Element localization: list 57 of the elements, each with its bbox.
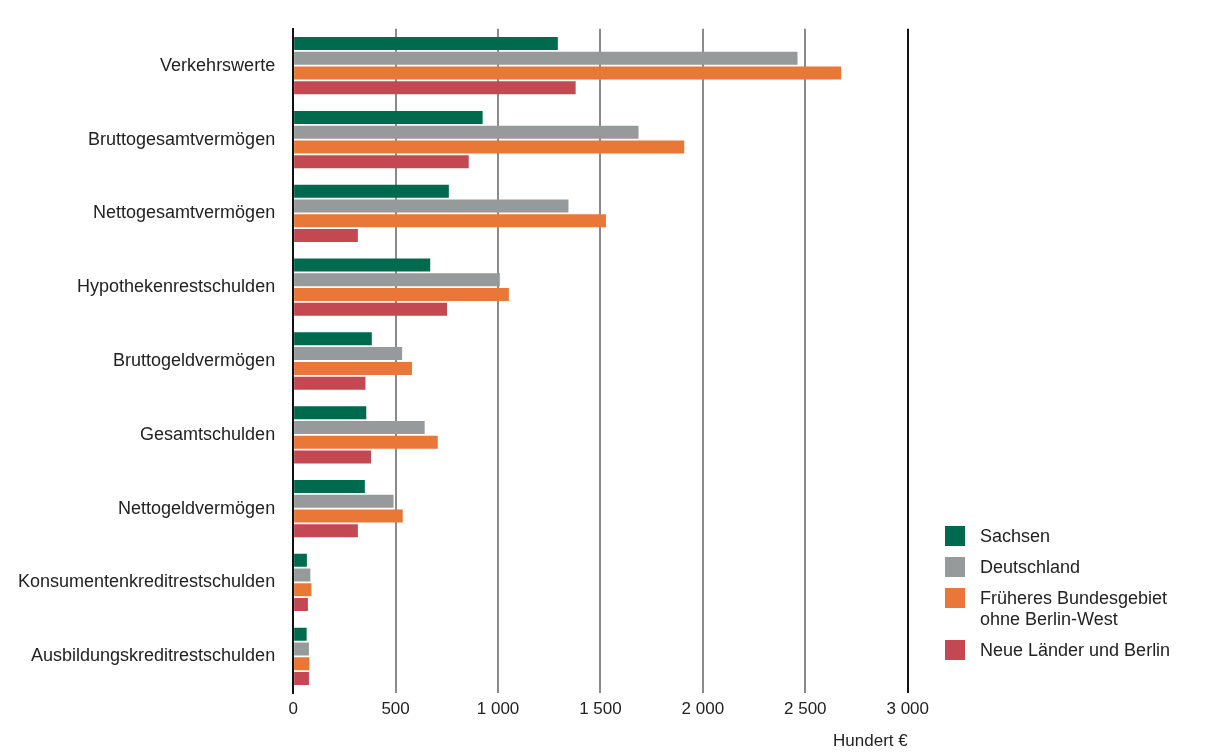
bar <box>294 66 842 80</box>
bar <box>294 288 509 302</box>
bar <box>294 657 310 671</box>
legend-label: Früheres Bundesgebiet ohne Berlin-West <box>980 588 1169 630</box>
bar <box>294 450 371 464</box>
bar <box>294 229 358 242</box>
y-tick-label: Konsumentenkreditrestschulden <box>17 571 276 592</box>
bar <box>294 81 576 95</box>
bar <box>294 494 394 508</box>
y-tick-label: Ausbildungskreditrestschulden <box>30 645 276 666</box>
legend-label: Sachsen <box>980 526 1051 547</box>
y-tick-label: Nettogesamtvermögen <box>93 202 276 223</box>
y-tick-label: Nettogeldvermögen <box>118 497 276 518</box>
x-tick-label: 3 000 <box>886 699 929 719</box>
y-tick-label: Hypothekenrestschulden <box>77 276 276 297</box>
bar <box>294 199 569 213</box>
bar <box>294 568 311 582</box>
bar <box>294 480 365 493</box>
bar <box>294 553 307 567</box>
bar <box>294 37 558 51</box>
bar <box>294 332 372 346</box>
legend-label: Deutschland <box>980 557 1081 578</box>
bar <box>294 509 403 523</box>
x-tick-label: 1 000 <box>476 699 520 719</box>
bar <box>294 361 412 375</box>
bar <box>294 583 312 597</box>
bar <box>294 406 367 420</box>
x-tick-label: 0 <box>288 699 298 719</box>
bar <box>294 184 449 198</box>
y-tick-label: Verkehrswerte <box>160 54 276 75</box>
bar <box>294 302 447 316</box>
y-tick-label: Bruttogesamtvermögen <box>88 128 276 149</box>
x-axis-title: Hundert € <box>833 731 909 751</box>
bar <box>294 110 483 124</box>
bar <box>294 598 308 612</box>
bar <box>294 376 366 390</box>
legend-label: Neue Länder und Berlin <box>980 640 1171 661</box>
x-tick-label: 1 500 <box>579 699 622 719</box>
bar <box>294 258 431 272</box>
bar <box>294 155 469 169</box>
x-tick-label: 2 500 <box>784 699 827 719</box>
bar <box>294 524 358 538</box>
bar <box>294 627 307 641</box>
bar <box>294 347 403 361</box>
bar <box>294 420 425 434</box>
y-tick-label: Bruttogeldvermögen <box>113 349 276 370</box>
bar <box>294 125 639 139</box>
bar <box>294 140 685 154</box>
bar <box>294 671 309 685</box>
x-tick-label: 2 000 <box>681 699 725 719</box>
bar <box>294 273 500 287</box>
y-tick-label: Gesamtschulden <box>140 423 276 444</box>
bar <box>294 435 438 449</box>
bar <box>294 51 798 65</box>
bar <box>294 214 606 228</box>
bar <box>294 642 309 656</box>
x-tick-label: 500 <box>381 699 410 719</box>
